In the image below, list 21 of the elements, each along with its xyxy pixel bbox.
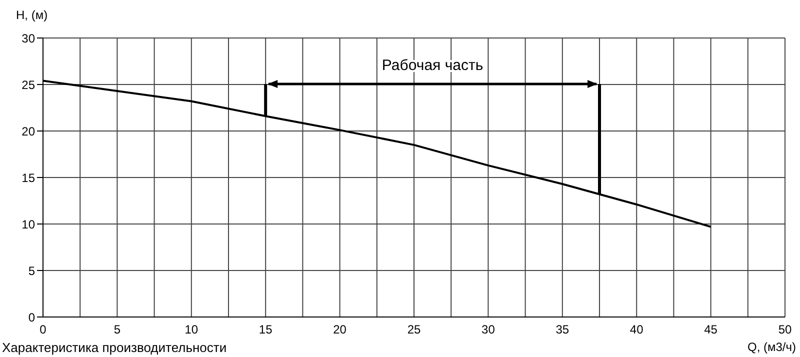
x-tick-label: 30 [482,322,496,337]
y-tick-label: 10 [22,217,36,232]
y-tick-label: 5 [28,264,36,278]
text: Характеристика производительности [2,340,227,355]
x-tick-label: 35 [556,322,570,337]
x-tick-label: 5 [114,322,121,337]
y-tick-label: 15 [22,170,36,185]
x-axis-title: Q, (м3/ч) [747,340,796,354]
x-tick-label: 15 [258,322,273,337]
y-tick-label: 0 [28,310,36,324]
y-tick-label: 20 [22,124,36,138]
y-tick-label: 25 [22,78,36,92]
x-tick-label: 20 [333,322,347,337]
y-axis-title: H, (м) [16,8,48,22]
x-tick-label: 50 [778,322,792,337]
x-tick-label: 40 [630,322,644,337]
y-tick-label: 30 [22,31,36,46]
x-tick-label: 10 [184,322,198,337]
x-tick-label: 45 [704,322,718,337]
x-tick-label: 0 [40,322,47,337]
x-tick-label: 25 [407,322,421,337]
